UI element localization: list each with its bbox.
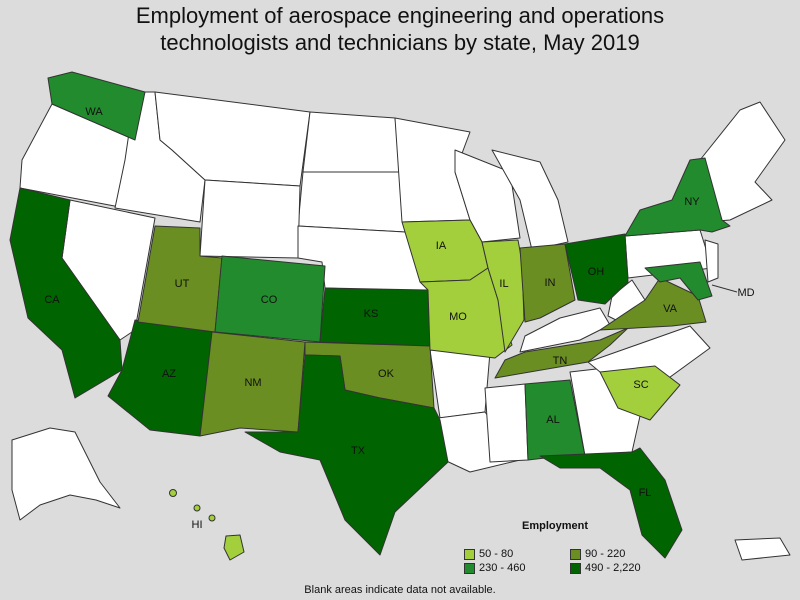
label-wa: WA — [85, 106, 103, 118]
label-tn: TN — [553, 355, 568, 367]
label-al: AL — [546, 414, 559, 426]
state-nd[interactable] — [302, 111, 403, 173]
state-tn[interactable] — [494, 327, 629, 379]
legend-swatch — [570, 548, 581, 560]
label-in: IN — [545, 277, 556, 289]
state-ny[interactable] — [624, 157, 731, 237]
territory-pr[interactable] — [734, 537, 791, 561]
label-hi: HI — [192, 519, 203, 531]
state-ar[interactable] — [429, 349, 491, 419]
legend-item-tier3: 230 - 460 — [464, 562, 525, 574]
footnote: Blank areas indicate data not available. — [304, 584, 496, 596]
state-ms[interactable] — [484, 383, 529, 463]
md-leader-line — [711, 284, 738, 293]
title-line-1: Employment of aerospace engineering and … — [135, 3, 665, 28]
state-md[interactable] — [644, 261, 713, 301]
label-mo: MO — [449, 311, 467, 323]
label-ut: UT — [175, 278, 190, 290]
state-wy[interactable] — [199, 179, 301, 259]
legend-swatch — [464, 562, 475, 574]
label-sc: SC — [633, 379, 648, 391]
legend-label: 50 - 80 — [479, 548, 514, 560]
label-nm: NM — [244, 377, 261, 389]
label-ia: IA — [436, 240, 447, 252]
label-oh: OH — [588, 266, 605, 278]
state-mi[interactable] — [491, 149, 569, 251]
legend-item-tier2: 90 - 220 — [570, 548, 625, 560]
legend: Employment 50 - 80 90 - 220 230 - 460 49… — [462, 520, 662, 574]
label-ok: OK — [378, 368, 395, 380]
state-ca[interactable] — [9, 187, 123, 399]
label-tx: TX — [351, 445, 366, 457]
legend-swatch — [570, 562, 581, 574]
state-wa[interactable] — [47, 71, 146, 141]
state-sd[interactable] — [297, 171, 406, 233]
map-title: Employment of aerospace engineering and … — [0, 2, 800, 56]
legend-item-tier1: 50 - 80 — [464, 548, 513, 560]
state-sc[interactable] — [599, 365, 681, 421]
label-ny: NY — [684, 196, 700, 208]
label-md: MD — [737, 287, 754, 299]
legend-swatch — [464, 548, 475, 560]
state-mo[interactable] — [419, 267, 513, 359]
state-ak[interactable] — [11, 427, 121, 521]
legend-title: Employment — [522, 520, 589, 532]
state-nm[interactable] — [199, 331, 306, 437]
label-fl: FL — [639, 487, 652, 499]
label-va: VA — [663, 303, 678, 315]
state-oh[interactable] — [564, 233, 629, 305]
label-az: AZ — [162, 368, 176, 380]
state-il[interactable] — [481, 239, 525, 353]
legend-label: 490 - 2,220 — [585, 562, 641, 574]
title-line-2: technologists and technicians by state, … — [160, 30, 640, 55]
label-ca: CA — [44, 294, 60, 306]
state-fl[interactable] — [539, 447, 683, 559]
label-co: CO — [261, 294, 278, 306]
state-hi[interactable] — [169, 489, 245, 561]
legend-label: 230 - 460 — [479, 562, 526, 574]
state-in[interactable] — [519, 243, 576, 323]
legend-item-tier4: 490 - 2,220 — [570, 562, 641, 574]
state-tx[interactable] — [244, 354, 449, 556]
legend-label: 90 - 220 — [585, 548, 626, 560]
label-ks: KS — [364, 308, 379, 320]
state-nj[interactable] — [704, 239, 719, 283]
label-il: IL — [499, 278, 508, 290]
